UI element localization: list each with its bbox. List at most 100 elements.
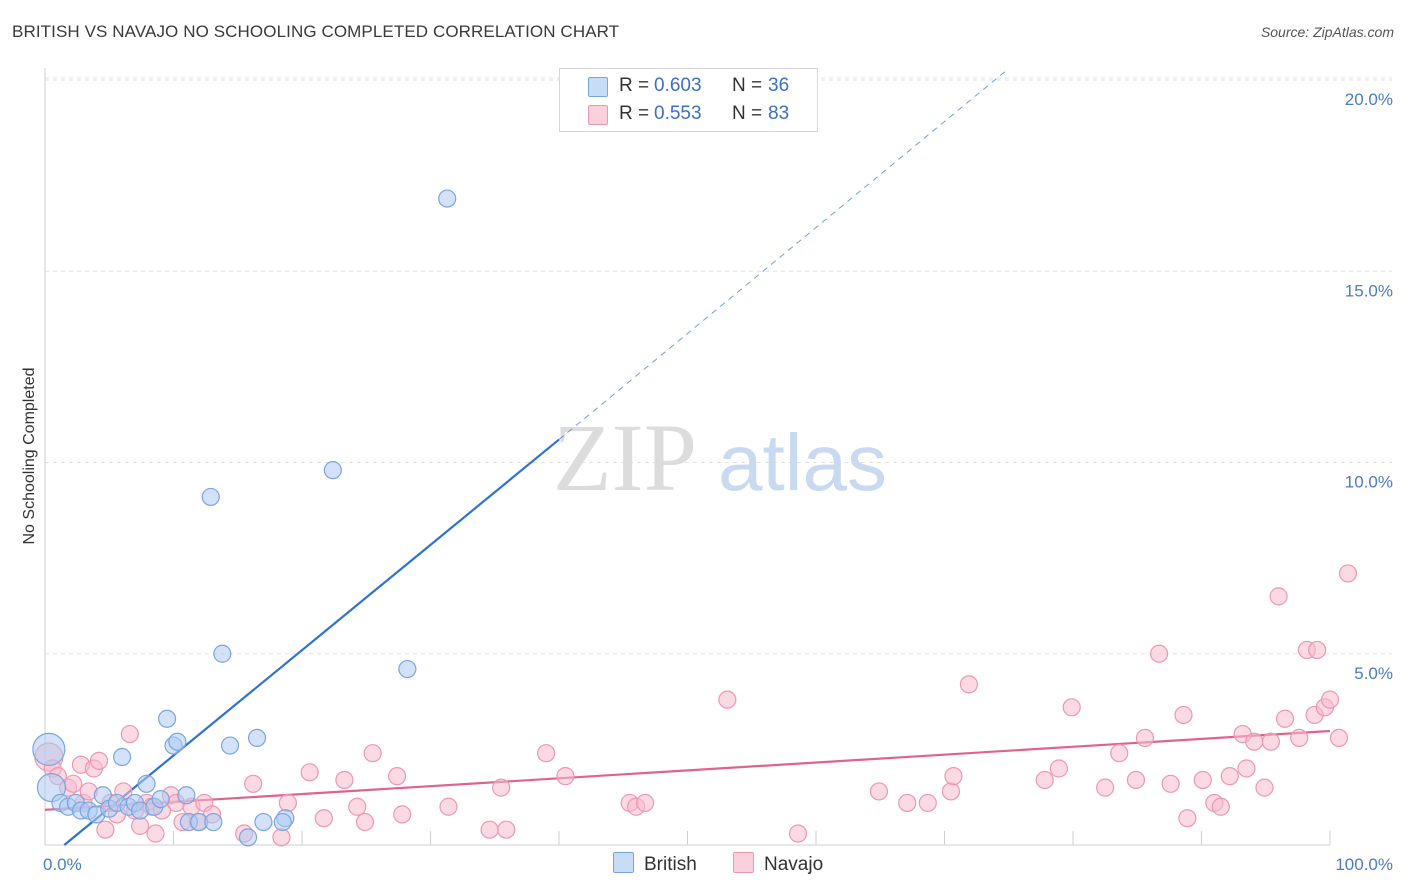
british-point xyxy=(220,736,240,755)
british-swatch xyxy=(588,77,608,97)
navajo-trendline xyxy=(44,729,1331,811)
x-tick-label-min: 0.0% xyxy=(43,855,82,874)
navajo-point xyxy=(718,690,737,709)
british-point xyxy=(177,786,196,805)
british-point xyxy=(157,709,177,728)
navajo-point xyxy=(635,793,655,813)
watermark-zip: ZIP xyxy=(553,404,697,511)
navajo-point xyxy=(1161,774,1180,793)
navajo-point xyxy=(1211,797,1230,816)
y-axis-title: No Schooling Completed xyxy=(21,368,38,545)
navajo-r-value: 0.553 xyxy=(654,103,702,124)
navajo-point xyxy=(64,774,83,793)
navajo-point xyxy=(1174,705,1193,725)
british-point xyxy=(238,828,258,847)
navajo-point xyxy=(1320,690,1340,709)
y-tick-label: 15.0% xyxy=(1345,281,1393,300)
navajo-point xyxy=(1338,564,1358,583)
y-tick-label: 5.0% xyxy=(1354,664,1393,683)
navajo-point xyxy=(1178,809,1197,828)
navajo-point xyxy=(1110,744,1129,763)
navajo-point xyxy=(1135,728,1155,748)
navajo-point xyxy=(537,744,556,763)
source-credit: Source: ZipAtlas.com xyxy=(1260,24,1394,40)
tick-labels: 5.0% 10.0% 15.0% 20.0% 0.0% 100.0% xyxy=(43,90,1393,874)
navajo-point xyxy=(393,805,412,824)
navajo-point xyxy=(918,793,937,813)
navajo-point xyxy=(1237,759,1256,778)
british-legend-swatch xyxy=(613,852,634,873)
navajo-r-label: R = xyxy=(619,103,650,124)
navajo-point xyxy=(1275,709,1295,728)
navajo-point xyxy=(130,816,150,835)
watermark: ZIP atlas xyxy=(553,404,887,511)
british-point xyxy=(151,789,170,809)
navajo-point xyxy=(1329,728,1349,748)
navajo-point xyxy=(146,824,165,843)
navajo-legend-swatch xyxy=(733,852,754,873)
navajo-point xyxy=(387,767,407,786)
legend-row-navajo: R = 0.553 N = 83 xyxy=(560,101,817,129)
navajo-legend-label: Navajo xyxy=(764,854,824,875)
navajo-point xyxy=(348,797,367,816)
navajo-point xyxy=(439,797,458,816)
navajo-point xyxy=(120,724,139,744)
british-point xyxy=(323,461,342,480)
navajo-point xyxy=(959,675,979,694)
british-n-value: 36 xyxy=(768,75,790,96)
navajo-point xyxy=(556,767,575,786)
navajo-point xyxy=(788,824,808,843)
british-trendline-extension xyxy=(558,68,1010,440)
british-n-label: N = xyxy=(732,75,763,96)
x-tick-label-max: 100.0% xyxy=(1335,855,1393,874)
navajo-point xyxy=(1255,778,1274,797)
british-point xyxy=(168,732,187,751)
british-point xyxy=(213,644,232,663)
gridlines xyxy=(45,77,1392,655)
navajo-point xyxy=(492,778,511,797)
chart-title: BRITISH VS NAVAJO NO SCHOOLING COMPLETED… xyxy=(12,22,620,41)
bottom-legend-navajo: Navajo xyxy=(733,852,823,876)
y-tick-label: 10.0% xyxy=(1345,473,1393,492)
navajo-n-label: N = xyxy=(732,103,763,124)
british-point xyxy=(112,747,132,767)
navajo-point xyxy=(272,828,291,847)
navajo-point xyxy=(1269,587,1288,606)
navajo-point xyxy=(941,782,961,801)
navajo-point xyxy=(363,744,382,763)
navajo-point xyxy=(1308,640,1327,660)
navajo-point xyxy=(1220,767,1239,786)
navajo-point xyxy=(1049,759,1068,778)
axes xyxy=(44,68,1331,846)
british-point xyxy=(204,812,223,832)
data-points xyxy=(32,189,1358,847)
british-point xyxy=(273,812,292,832)
navajo-point xyxy=(1035,770,1054,790)
legend-row-british: R = 0.603 N = 36 xyxy=(560,73,817,101)
british-point xyxy=(254,812,273,832)
navajo-point xyxy=(1245,732,1264,751)
british-r-value: 0.603 xyxy=(654,75,702,96)
bottom-legend-british: British xyxy=(613,852,697,876)
british-point xyxy=(438,189,457,208)
navajo-n-value: 83 xyxy=(768,103,790,124)
navajo-point xyxy=(944,767,963,786)
navajo-swatch xyxy=(588,105,608,125)
navajo-point xyxy=(898,793,917,813)
british-point xyxy=(201,487,220,507)
navajo-point xyxy=(1261,732,1280,751)
british-point xyxy=(247,728,267,748)
navajo-point xyxy=(89,751,109,770)
correlation-legend: R = 0.603 N = 36 R = 0.553 N = 83 xyxy=(559,68,818,132)
y-tick-label: 20.0% xyxy=(1345,90,1393,109)
navajo-point xyxy=(278,793,297,813)
navajo-point xyxy=(314,809,333,828)
navajo-point xyxy=(1193,770,1212,790)
british-r-label: R = xyxy=(619,75,650,96)
navajo-point xyxy=(355,812,375,832)
navajo-point xyxy=(335,770,354,790)
british-legend-label: British xyxy=(644,854,697,875)
british-point xyxy=(32,732,66,766)
navajo-point xyxy=(1290,728,1309,748)
